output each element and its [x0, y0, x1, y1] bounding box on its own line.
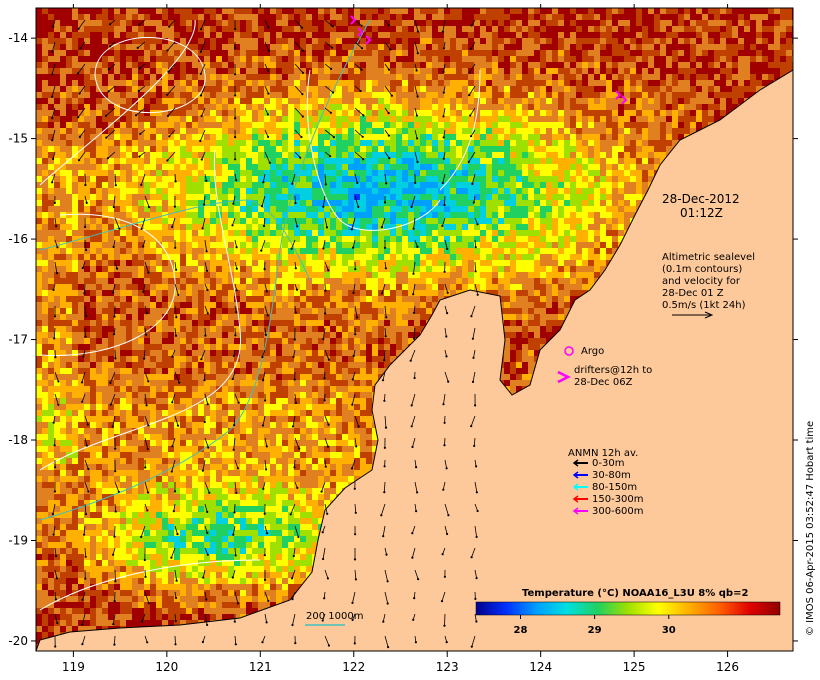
timestamp-annotation: 28-Dec-2012 01:12Z	[662, 192, 740, 220]
y-tick-label: -14	[8, 31, 28, 45]
colorbar-title: Temperature (°C) NOAA16_L3U 8% qb=2	[522, 588, 748, 599]
drifters-line2: 28-Dec 06Z	[574, 377, 633, 388]
x-tick-label: 122	[342, 660, 365, 674]
isobath-label: 200 1000m	[306, 611, 363, 622]
y-tick-label: -18	[8, 433, 28, 447]
anmn-item-label: 80-150m	[592, 482, 637, 493]
anmn-legend-item: 150-300m	[572, 494, 644, 505]
argo-circle-icon	[564, 346, 574, 356]
credit-text: © IMOS 06-Apr-2015 03:52:47 Hobart time	[805, 421, 816, 636]
y-tick-label: -15	[8, 132, 28, 146]
y-tick-label: -19	[8, 533, 28, 547]
anmn-item-label: 150-300m	[592, 494, 644, 505]
timestamp-date: 28-Dec-2012	[662, 192, 740, 206]
x-axis: 119 120 121 122 123 124 125 126	[62, 4, 739, 674]
y-tick-label: -17	[8, 333, 28, 347]
colorbar-tick-label: 30	[662, 625, 676, 636]
y-tick-label: -20	[8, 634, 28, 648]
anmn-title: ANMN 12h av.	[568, 448, 638, 459]
isobath-legend: 200 1000m	[305, 611, 363, 626]
x-tick-label: 125	[623, 660, 646, 674]
anmn-legend-item: 80-150m	[572, 482, 637, 493]
anmn-legend-item: 0-30m	[572, 458, 624, 469]
altimetry-line2: (0.1m contours)	[662, 264, 742, 275]
altimetry-line3: and velocity for	[662, 276, 741, 287]
x-tick-label: 121	[249, 660, 272, 674]
colorbar-ramp	[475, 601, 781, 616]
colorbar-tick-label: 29	[588, 625, 602, 636]
drifters-line1: drifters@12h to	[574, 365, 652, 376]
y-axis: -14 -15 -16 -17 -18 -19 -20	[8, 31, 798, 648]
x-tick-label: 119	[62, 660, 85, 674]
drifter-markers	[350, 15, 628, 105]
timestamp-time: 01:12Z	[680, 206, 723, 220]
x-tick-label: 124	[529, 660, 552, 674]
velocity-vectors	[51, 19, 479, 649]
x-tick-label: 123	[436, 660, 459, 674]
anmn-legend: ANMN 12h av. 0-30m30-80m80-150m150-300m3…	[568, 448, 644, 517]
y-tick-label: -16	[8, 232, 28, 246]
altimetry-line5: 0.5m/s (1kt 24h)	[662, 300, 746, 311]
map-area[interactable]	[36, 8, 798, 656]
anmn-legend-item: 300-600m	[572, 506, 644, 517]
anmn-legend-item: 30-80m	[572, 470, 631, 481]
x-tick-label: 126	[716, 660, 739, 674]
anmn-item-label: 300-600m	[592, 506, 644, 517]
anmn-item-label: 30-80m	[592, 470, 631, 481]
map-frame	[35, 7, 794, 652]
x-tick-label: 120	[155, 660, 178, 674]
argo-legend: Argo	[564, 346, 604, 357]
colorbar: Temperature (°C) NOAA16_L3U 8% qb=2 28 29…	[475, 588, 781, 636]
drifter-chevron-icon	[557, 370, 571, 384]
drifters-legend: drifters@12h to 28-Dec 06Z	[557, 365, 652, 388]
altimetry-line4: 28-Dec 01 Z	[662, 288, 724, 299]
altimetry-line1: Altimetric sealevel	[662, 252, 755, 263]
argo-label: Argo	[581, 346, 604, 357]
altimetry-legend: Altimetric sealevel (0.1m contours) and …	[662, 252, 755, 319]
colorbar-tick-label: 28	[514, 625, 528, 636]
velocity-scale-arrow-icon	[672, 311, 714, 319]
anmn-item-label: 0-30m	[592, 458, 624, 469]
